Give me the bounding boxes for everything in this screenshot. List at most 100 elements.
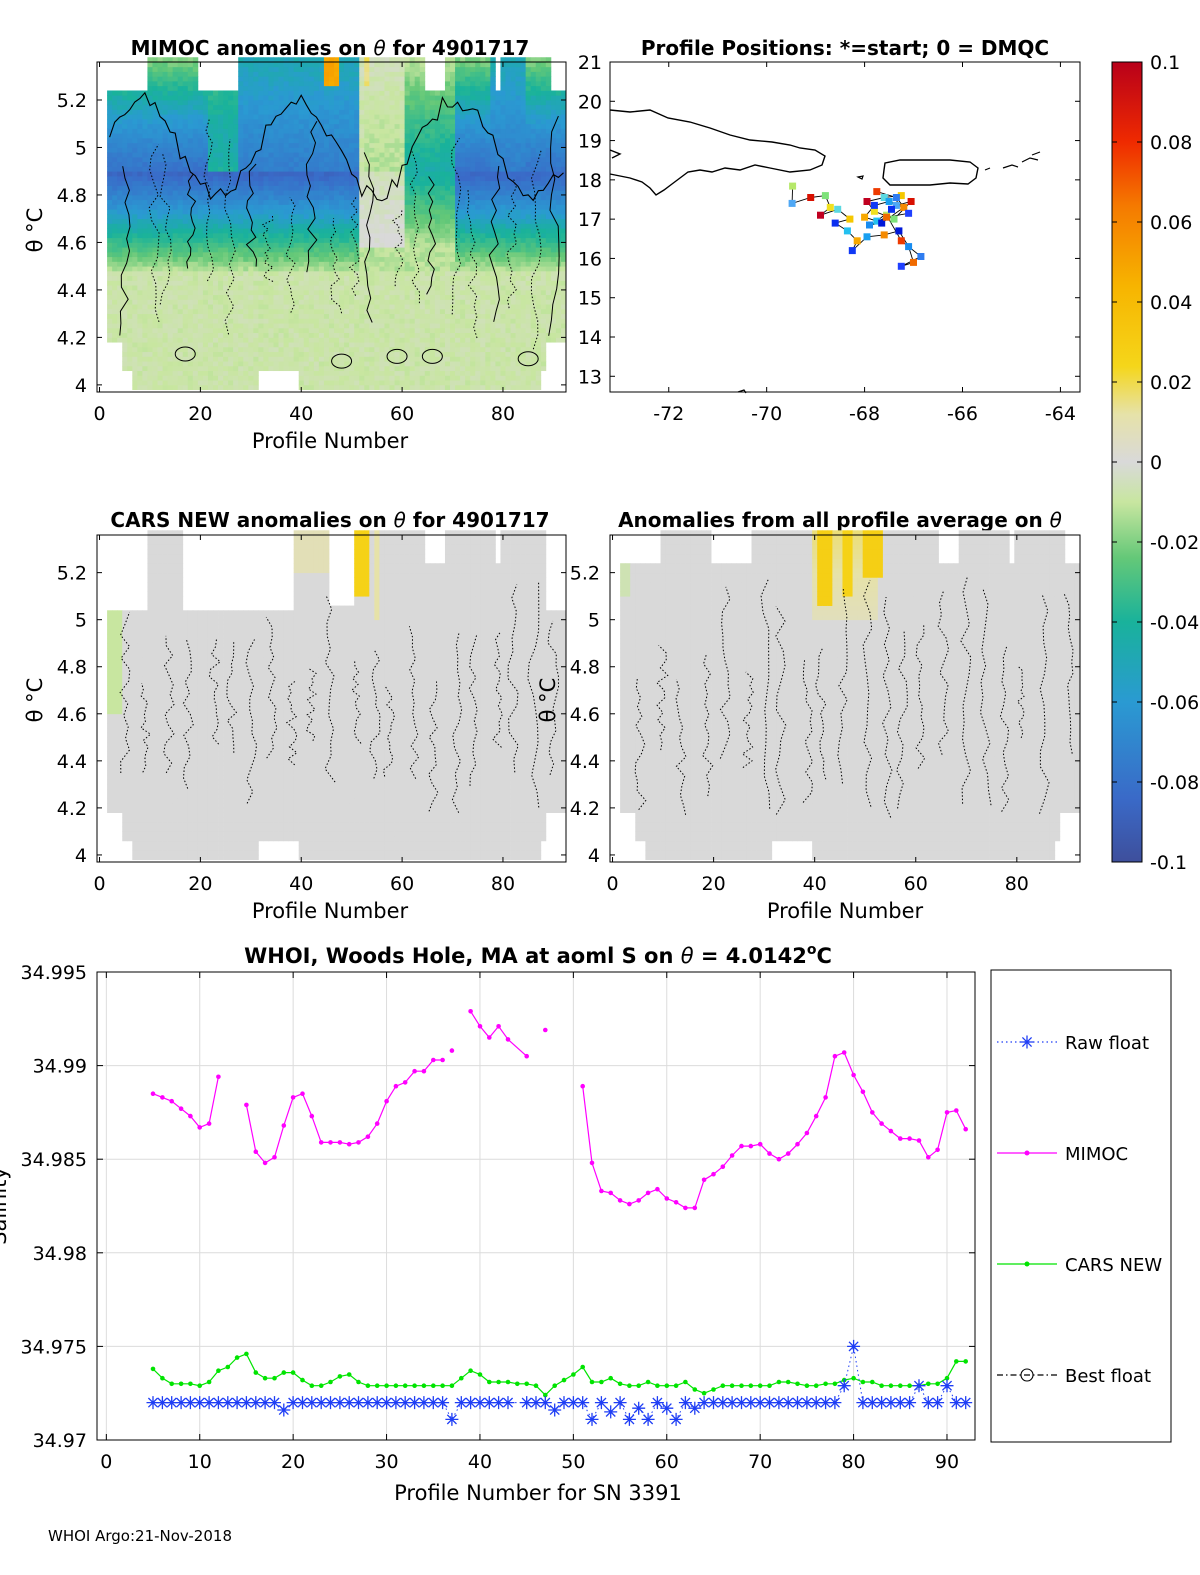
mimoc-heatmap-cell xyxy=(228,218,234,224)
mimoc-heatmap-cell xyxy=(354,361,360,367)
mimoc-heatmap-cell xyxy=(117,204,123,210)
mimoc-heatmap-cell xyxy=(303,280,310,286)
mimoc-heatmap-cell xyxy=(323,323,330,329)
mimoc-heatmap-cell xyxy=(258,199,264,205)
mimoc-heatmap-cell xyxy=(152,190,158,196)
mimoc-heatmap-cell xyxy=(177,62,184,68)
mimoc-heatmap-cell xyxy=(404,237,411,243)
mimoc-heatmap-cell xyxy=(470,218,476,224)
mimoc-heatmap-cell xyxy=(278,242,284,248)
mimoc-heatmap-cell xyxy=(364,104,370,110)
mimoc-heatmap-cell xyxy=(273,99,279,106)
mimoc-heatmap-cell xyxy=(202,242,209,248)
mimoc-heatmap-cell xyxy=(263,118,269,125)
mimoc-heatmap-cell xyxy=(238,66,244,72)
mimoc-heatmap-cell xyxy=(273,323,279,329)
mimoc-heatmap-cell xyxy=(465,332,471,338)
mimoc-heatmap-cell xyxy=(364,266,370,272)
mimoc-heatmap-cell xyxy=(192,346,199,353)
mimoc-heatmap-cell xyxy=(273,185,279,191)
mimoc-heatmap-cell xyxy=(152,275,158,281)
mimoc-heatmap-cell xyxy=(288,261,295,267)
mimoc-heatmap-cell xyxy=(429,237,436,243)
mimoc-heatmap-cell xyxy=(364,356,370,362)
mimoc-heatmap-cell xyxy=(308,137,315,144)
mimoc-heatmap-cell xyxy=(248,361,254,367)
mimoc-heatmap-cell xyxy=(334,133,340,139)
mimoc-heatmap-cell xyxy=(122,232,128,239)
mimoc-heatmap-cell xyxy=(470,95,476,101)
mimoc-heatmap-cell xyxy=(465,76,471,82)
mimoc-heatmap-cell xyxy=(202,194,209,201)
mimoc-heatmap-cell xyxy=(218,251,224,258)
mimoc-heatmap-cell xyxy=(212,304,219,310)
mimoc-heatmap-cell xyxy=(308,370,315,376)
mimoc-heatmap-cell xyxy=(384,90,390,96)
mimoc-heatmap-cell xyxy=(132,137,138,144)
mimoc-heatmap-cell xyxy=(475,104,481,110)
mimoc-heatmap-cell xyxy=(394,251,400,258)
mimoc-heatmap-cell xyxy=(107,213,113,220)
mimoc-heatmap-cell xyxy=(268,152,274,158)
mimoc-heatmap-cell xyxy=(298,256,305,262)
mimoc-heatmap-cell xyxy=(288,109,295,115)
mimoc-heatmap-cell xyxy=(112,280,118,286)
mimoc-heatmap-cell xyxy=(147,232,153,239)
mimoc-heatmap-cell xyxy=(107,118,113,125)
mimoc-heatmap-cell xyxy=(444,90,451,96)
mimoc-heatmap-cell xyxy=(465,80,471,87)
mimoc-heatmap-cell xyxy=(162,147,168,153)
mimoc-heatmap-cell xyxy=(470,294,476,300)
mimoc-heatmap-cell xyxy=(122,123,128,129)
mimoc-heatmap-cell xyxy=(364,375,370,381)
mimoc-heatmap-cell xyxy=(127,247,133,253)
mimoc-heatmap-cell xyxy=(354,337,360,343)
mimoc-heatmap-cell xyxy=(117,223,123,229)
mimoc-heatmap-cell xyxy=(218,128,224,134)
mimoc-heatmap-cell xyxy=(288,80,295,87)
mimoc-heatmap-cell xyxy=(187,228,194,234)
mimoc-heatmap-cell xyxy=(308,266,315,272)
mimoc-heatmap-cell xyxy=(379,166,385,172)
mimoc-heatmap-cell xyxy=(419,370,426,376)
mimoc-heatmap-cell xyxy=(162,161,168,167)
mimoc-heatmap-cell xyxy=(258,342,264,348)
mimoc-heatmap-cell xyxy=(132,346,138,353)
mimoc-heatmap-cell xyxy=(475,175,481,182)
mimoc-heatmap-cell xyxy=(258,104,264,110)
mimoc-heatmap-cell xyxy=(429,289,436,296)
mimoc-heatmap-cell xyxy=(293,171,300,177)
mimoc-heatmap-cell xyxy=(248,237,254,243)
mimoc-heatmap-cell xyxy=(318,232,325,239)
mimoc-heatmap-cell xyxy=(107,275,113,281)
mimoc-heatmap-cell xyxy=(349,323,355,329)
mimoc-heatmap-cell xyxy=(142,95,148,101)
mimoc-heatmap-cell xyxy=(157,104,163,110)
mimoc-heatmap-cell xyxy=(308,380,315,386)
mimoc-heatmap-cell xyxy=(394,261,400,267)
mimoc-heatmap-cell xyxy=(374,142,380,148)
mimoc-heatmap-cell xyxy=(238,351,244,357)
mimoc-heatmap-cell xyxy=(187,327,194,334)
mimoc-heatmap-cell xyxy=(122,156,128,163)
mimoc-heatmap-cell xyxy=(167,109,174,115)
mimoc-heatmap-cell xyxy=(132,351,138,357)
mimoc-heatmap-cell xyxy=(369,142,375,148)
mimoc-heatmap-cell xyxy=(192,304,199,310)
mimoc-heatmap-cell xyxy=(339,209,345,215)
mimoc-heatmap-cell xyxy=(117,313,123,319)
mimoc-heatmap-cell xyxy=(429,342,436,348)
mimoc-heatmap-cell xyxy=(379,242,385,248)
mimoc-heatmap-cell xyxy=(475,118,481,125)
mimoc-heatmap-cell xyxy=(288,256,295,262)
mimoc-heatmap-cell xyxy=(328,123,335,129)
mimoc-heatmap-cell xyxy=(223,380,229,386)
mimoc-heatmap-cell xyxy=(192,218,199,224)
mimoc-heatmap-cell xyxy=(192,237,199,243)
mimoc-heatmap-cell xyxy=(364,166,370,172)
mimoc-heatmap-cell xyxy=(187,313,194,319)
mimoc-heatmap-cell xyxy=(288,294,295,300)
mimoc-heatmap-cell xyxy=(470,266,476,272)
mimoc-heatmap-cell xyxy=(122,180,128,186)
mimoc-heatmap-cell xyxy=(172,147,179,153)
